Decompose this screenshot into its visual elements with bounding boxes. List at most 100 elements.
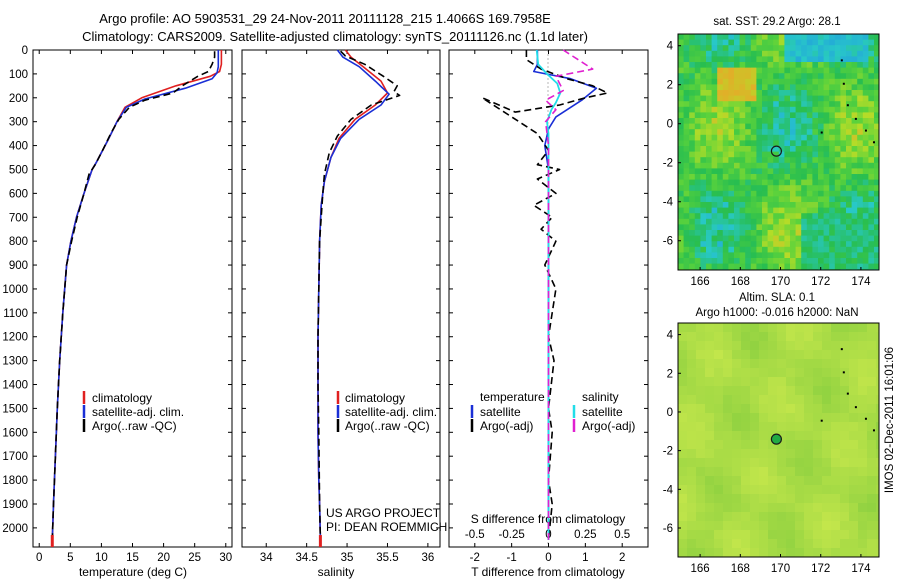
map-cell xyxy=(714,422,724,432)
map-cell xyxy=(778,202,785,208)
map-cell xyxy=(750,341,760,351)
map-cell xyxy=(717,123,724,130)
map-cell xyxy=(687,440,697,450)
map-cell xyxy=(795,73,802,80)
map-cell xyxy=(689,185,696,192)
map-cell xyxy=(683,263,690,270)
map-cell xyxy=(728,118,735,124)
map-cell xyxy=(745,95,752,102)
map-cell xyxy=(857,157,864,164)
map-cell xyxy=(741,449,751,459)
map-cell xyxy=(706,123,712,130)
map-cell xyxy=(784,50,791,57)
x-tick-label: 0 xyxy=(545,552,551,564)
map-cell xyxy=(846,230,852,236)
map-cell xyxy=(741,521,751,531)
map-cell xyxy=(823,218,830,225)
map-cell xyxy=(818,252,824,259)
series-line-climatology xyxy=(51,50,223,540)
map-cell xyxy=(762,118,768,124)
map-cell xyxy=(687,458,697,468)
map-cell xyxy=(756,34,763,40)
map-cell xyxy=(804,404,814,414)
legend-label-satellite: satellite-adj. clim. xyxy=(345,405,437,419)
map-cell xyxy=(722,112,729,119)
map-cell xyxy=(756,185,763,192)
map-cell xyxy=(840,67,847,74)
map-cell xyxy=(750,246,757,253)
map-cell xyxy=(801,202,808,208)
legend-title-salinity: salinity xyxy=(582,390,619,404)
map-cell xyxy=(804,323,814,333)
map-cell xyxy=(813,377,823,387)
map-cell xyxy=(812,34,819,40)
map-cell xyxy=(706,235,712,242)
map-cell xyxy=(711,174,718,180)
map-cell xyxy=(745,224,752,231)
map-cell xyxy=(849,359,859,369)
map-cell xyxy=(790,45,796,52)
map-cell xyxy=(711,218,718,225)
island-speck xyxy=(854,406,857,409)
map-cell xyxy=(801,213,808,220)
map-cell xyxy=(773,129,780,136)
map-cell xyxy=(745,185,752,192)
map-y-tick-label: 2 xyxy=(667,80,673,92)
map-cell xyxy=(784,224,791,231)
map-cell xyxy=(804,512,814,522)
map-y-tick-label: 4 xyxy=(667,41,674,53)
map-cell xyxy=(773,134,780,141)
map-cell xyxy=(840,123,847,130)
map-cell xyxy=(829,162,836,169)
map-cell xyxy=(694,162,701,169)
map-cell xyxy=(874,84,879,91)
map-cell xyxy=(706,157,712,164)
map-cell xyxy=(867,521,877,531)
map-cell xyxy=(818,258,824,264)
map-cell xyxy=(700,185,707,192)
map-cell xyxy=(683,157,690,164)
map-cell xyxy=(706,45,712,52)
map-cell xyxy=(786,494,796,504)
map-cell xyxy=(795,404,805,414)
map-cell xyxy=(700,101,707,108)
map-cell xyxy=(694,45,701,52)
map-cell xyxy=(834,112,841,119)
map-cell xyxy=(773,202,780,208)
map-cell xyxy=(818,185,824,192)
map-cell xyxy=(696,386,706,396)
map-cell xyxy=(683,179,690,186)
map-cell xyxy=(767,246,774,253)
map-cell xyxy=(739,56,746,63)
map-cell xyxy=(714,368,724,378)
map-cell xyxy=(790,185,796,192)
map-cell xyxy=(784,196,791,203)
map-cell xyxy=(722,39,729,46)
map-cell xyxy=(867,341,877,351)
map-cell xyxy=(678,230,684,236)
map-cell xyxy=(745,246,752,253)
map-cell xyxy=(840,140,847,147)
sla-map-title: Altim. SLA: 0.1 xyxy=(739,292,815,304)
map-cell xyxy=(874,230,879,236)
map-cell xyxy=(834,84,841,91)
map-cell xyxy=(739,190,746,197)
map-cell xyxy=(858,530,868,540)
map-cell xyxy=(777,332,787,342)
map-cell xyxy=(705,476,715,486)
sst-map-panel: sat. SST: 29.2 Argo: 28.1 166 168 170 172 17… xyxy=(663,16,880,288)
map-cell xyxy=(732,359,742,369)
map-cell xyxy=(812,196,819,203)
map-cell xyxy=(778,258,785,264)
map-cell xyxy=(813,494,823,504)
map-cell xyxy=(687,359,697,369)
map-cell xyxy=(874,50,879,57)
map-cell xyxy=(840,84,847,91)
map-cell xyxy=(683,146,690,152)
map-cell xyxy=(706,263,712,270)
map-cell xyxy=(745,106,752,113)
map-cell xyxy=(858,395,868,405)
map-cell xyxy=(728,235,735,242)
map-cell xyxy=(840,413,850,423)
map-cell xyxy=(778,246,785,253)
